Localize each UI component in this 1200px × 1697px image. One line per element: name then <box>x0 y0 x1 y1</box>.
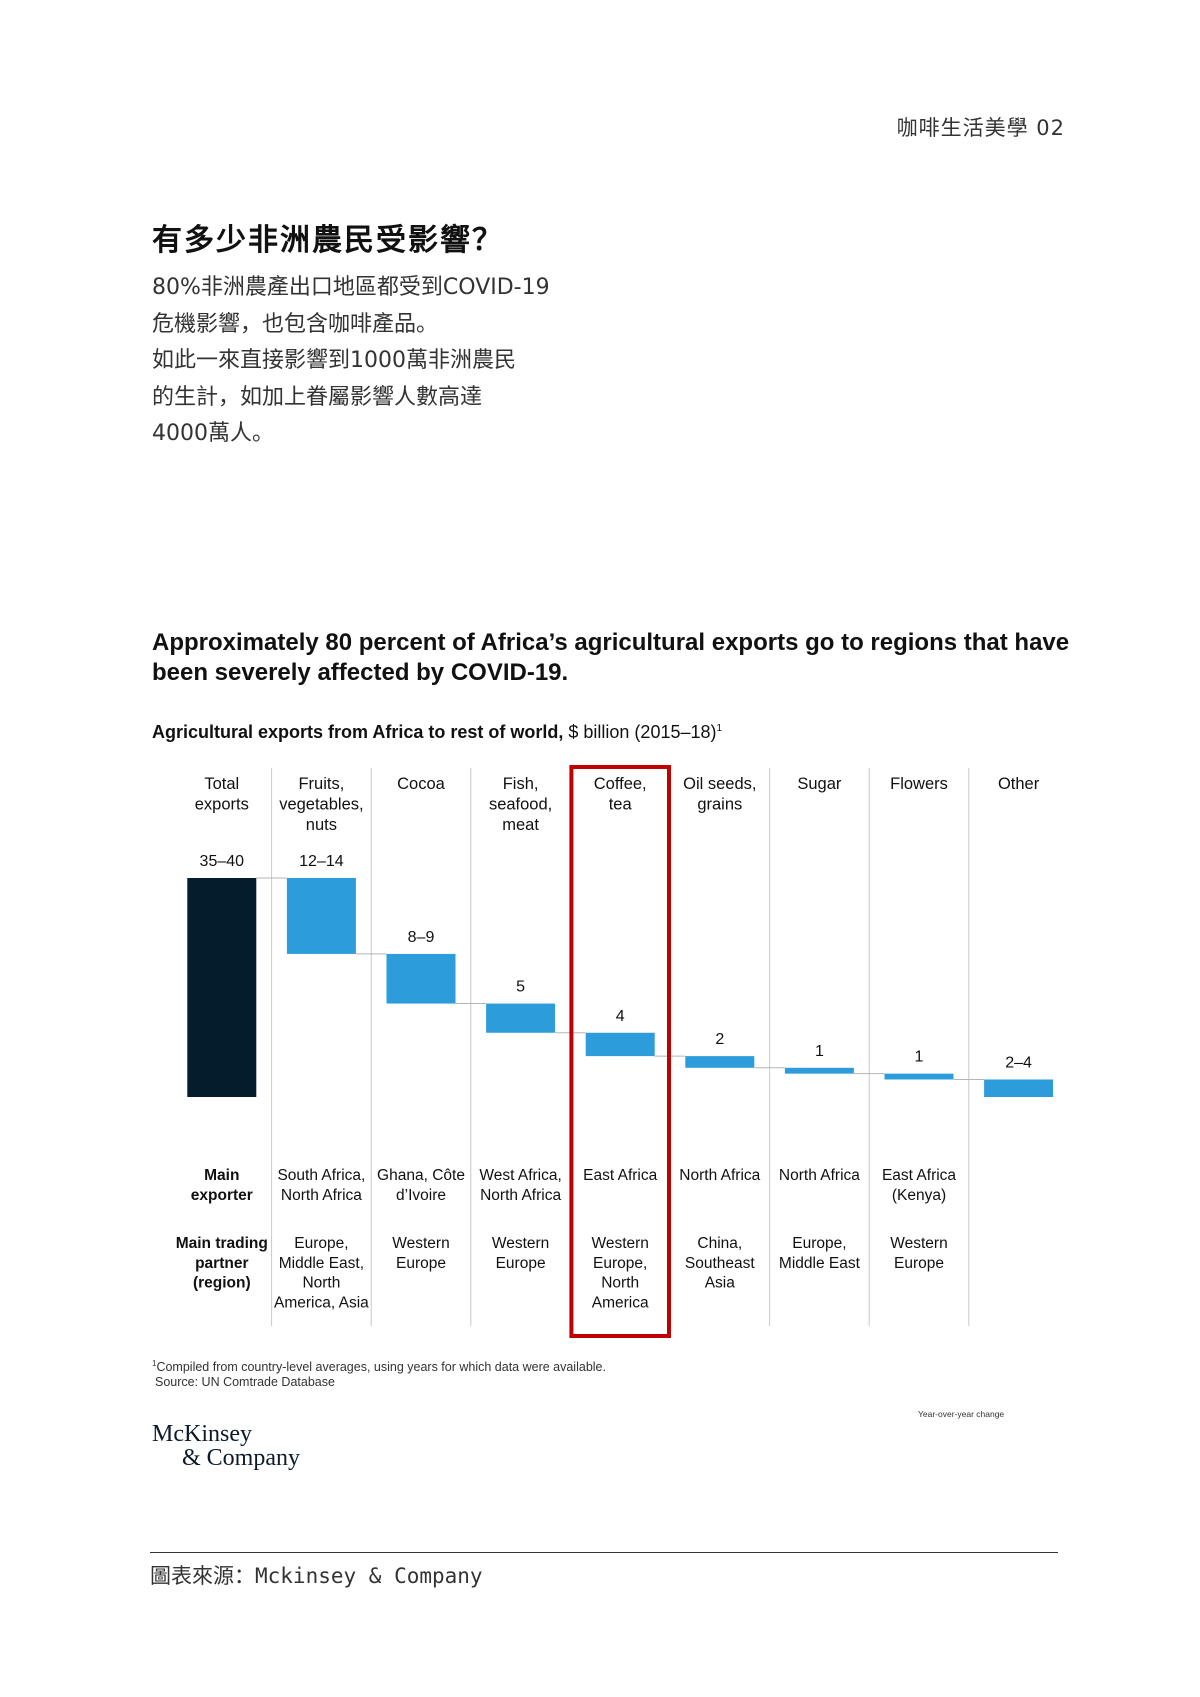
category-label: tea <box>609 796 633 814</box>
waterfall-bar <box>585 1032 655 1057</box>
partner-cell: Europe <box>496 1255 546 1272</box>
category-label: Total <box>204 775 239 793</box>
category-label: Cocoa <box>397 775 446 793</box>
partner-cell: America <box>592 1294 649 1311</box>
source-text: Source: UN Comtrade Database <box>155 1375 335 1390</box>
exporter-cell: Ghana, Côte <box>377 1167 465 1184</box>
partner-cell: Europe, <box>593 1255 647 1272</box>
waterfall-bar <box>286 878 356 954</box>
category-label: vegetables, <box>279 796 363 814</box>
exporter-cell: North Africa <box>281 1187 362 1204</box>
category-label: Coffee, <box>594 775 647 793</box>
category-label: Flowers <box>890 775 948 793</box>
intro-paragraph: 80%非洲農產出口地區都受到COVID-19 危機影響，也包含咖啡產品。 如此一… <box>152 270 712 453</box>
footnote-mark: 1 <box>152 1359 157 1368</box>
row-label-partner: partner <box>195 1255 248 1272</box>
value-label: 4 <box>616 1008 625 1025</box>
value-label: 1 <box>815 1043 824 1060</box>
chart-credit: 圖表來源：Mckinsey & Company <box>150 1564 483 1588</box>
intro-line: 如此一來直接影響到1000萬非洲農民 <box>152 348 516 373</box>
value-label: 35–40 <box>200 853 245 870</box>
mckinsey-logo: McKinsey & Company <box>152 1422 300 1470</box>
chart-subtitle-footnote-mark: 1 <box>716 723 723 734</box>
value-label: 8–9 <box>408 929 435 946</box>
partner-cell: Western <box>392 1235 449 1252</box>
waterfall-bar <box>884 1073 954 1080</box>
intro-line: 危機影響，也包含咖啡產品。 <box>152 311 439 337</box>
exporter-cell: (Kenya) <box>892 1187 946 1204</box>
partner-cell: Middle East, <box>279 1255 364 1272</box>
partner-cell: Asia <box>705 1275 736 1292</box>
partner-cell: Southeast <box>685 1255 755 1272</box>
exporter-cell: d’Ivoire <box>396 1187 446 1204</box>
value-label: 5 <box>516 979 525 996</box>
partner-cell: Middle East <box>779 1255 861 1272</box>
partner-cell: Europe <box>894 1255 944 1272</box>
footnote: 1Compiled from country-level averages, u… <box>152 1356 606 1390</box>
waterfall-bar <box>386 953 456 1004</box>
value-label: 1 <box>915 1049 924 1066</box>
chart-subtitle-bold: Agricultural exports from Africa to rest… <box>152 722 564 742</box>
partner-cell: Europe, <box>294 1235 348 1252</box>
category-label: nuts <box>306 816 337 834</box>
category-label: seafood, <box>489 796 552 814</box>
row-label-partner: (region) <box>193 1275 251 1292</box>
logo-line: McKinsey <box>152 1421 252 1447</box>
exporter-cell: West Africa, <box>479 1167 561 1184</box>
logo-line: & Company <box>182 1445 300 1471</box>
intro-line: 80%非洲農產出口地區都受到COVID-19 <box>152 275 550 300</box>
partner-cell: Western <box>591 1235 648 1252</box>
exporter-cell: North Africa <box>779 1167 860 1184</box>
row-label-partner: Main trading <box>176 1235 268 1252</box>
category-label: Fish, <box>503 775 539 793</box>
partner-cell: China, <box>697 1235 742 1252</box>
value-label: 2 <box>715 1031 724 1048</box>
row-label-exporter: exporter <box>191 1187 253 1204</box>
section-heading: 有多少非洲農民受影響？ <box>152 223 504 258</box>
category-label: Oil seeds, <box>683 775 756 793</box>
waterfall-bar <box>784 1067 854 1074</box>
partner-cell: Western <box>890 1235 947 1252</box>
chart-subtitle: Agricultural exports from Africa to rest… <box>152 722 722 743</box>
category-label: grains <box>697 796 742 814</box>
row-label-exporter: Main <box>204 1167 239 1184</box>
partner-cell: America, Asia <box>274 1294 369 1311</box>
category-label: meat <box>502 816 539 834</box>
waterfall-bar <box>486 1003 556 1033</box>
value-label: 12–14 <box>299 853 344 870</box>
highlight-frame <box>569 765 672 1338</box>
partner-cell: Western <box>492 1235 549 1252</box>
partner-cell: Europe, <box>792 1235 846 1252</box>
divider-rule <box>150 1552 1058 1553</box>
exporter-cell: South Africa, <box>277 1167 365 1184</box>
value-label: 2–4 <box>1005 1054 1032 1071</box>
partner-cell: North <box>601 1275 639 1292</box>
chart-subtitle-units: $ billion (2015–18) <box>563 722 717 742</box>
waterfall-bar <box>984 1079 1054 1097</box>
exporter-cell: East Africa <box>583 1167 657 1184</box>
intro-line: 4000萬人。 <box>152 421 274 446</box>
category-label: Fruits, <box>298 775 344 793</box>
waterfall-bar <box>187 878 257 1097</box>
exporter-cell: East Africa <box>882 1167 956 1184</box>
yoy-note: Year-over-year change <box>918 1409 1005 1419</box>
exporter-cell: North Africa <box>679 1167 760 1184</box>
category-label: exports <box>195 796 249 814</box>
category-label: Other <box>998 775 1040 793</box>
intro-line: 的生計，如加上眷屬影響人數高達 <box>152 384 483 410</box>
category-label: Sugar <box>797 775 842 793</box>
exporter-cell: North Africa <box>480 1187 561 1204</box>
partner-cell: Europe <box>396 1255 446 1272</box>
chart-title: Approximately 80 percent of Africa’s agr… <box>152 629 1070 686</box>
footnote-text: Compiled from country-level averages, us… <box>156 1360 606 1375</box>
waterfall-bar <box>685 1056 755 1068</box>
partner-cell: North <box>302 1275 340 1292</box>
page-header: 咖啡生活美學 02 <box>896 116 1065 140</box>
